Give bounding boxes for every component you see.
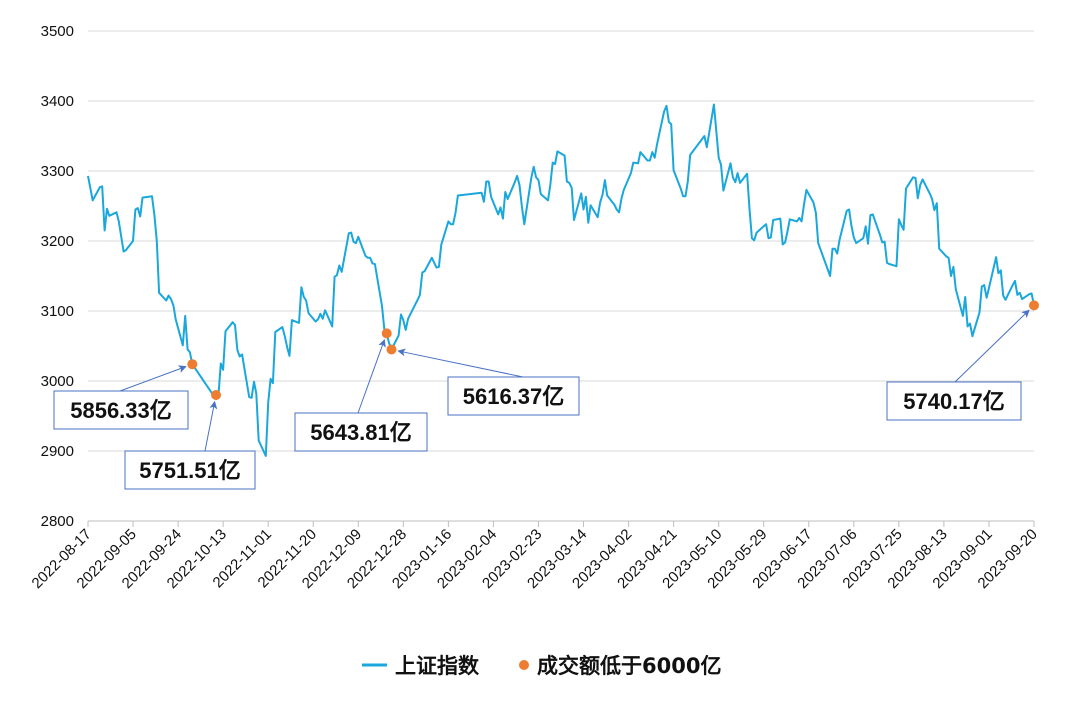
y-tick-label-3100: 3100	[41, 303, 74, 320]
axes: 280029003000310032003300340035002022-08-…	[29, 23, 1041, 592]
callout-box-5	[886, 381, 1022, 421]
grid	[88, 30, 1034, 522]
series-line-shanghai-index	[87, 103, 1035, 457]
callout-label-3: 5643.81亿	[310, 420, 412, 445]
legend-label-shanghai-index: 上证指数	[395, 654, 480, 678]
low-turnover-point-1	[187, 359, 198, 370]
low-turnover-point-3	[381, 328, 392, 339]
callout-arrow-2	[204, 400, 218, 452]
low-turnover-point-5	[1029, 300, 1039, 311]
legend-label-low-turnover: 成交额低于6000亿	[537, 654, 721, 678]
low-turnover-point-2	[211, 390, 222, 400]
callout-arrow-4	[397, 348, 524, 378]
y-tick-label-3000: 3000	[41, 373, 74, 390]
callout-box-1	[53, 390, 189, 430]
legend: 上证指数 成交额低于6000亿	[362, 654, 721, 678]
callout-arrow-1	[119, 365, 187, 392]
callout-label-1: 5856.33亿	[70, 398, 172, 423]
y-tick-label-2800: 2800	[41, 513, 74, 530]
callout-arrow-5	[954, 309, 1030, 383]
y-tick-label-3500: 3500	[41, 23, 74, 40]
callout-box-2	[124, 450, 256, 490]
callout-label-4: 5616.37亿	[463, 384, 565, 409]
y-tick-label-3200: 3200	[41, 233, 74, 250]
series	[87, 103, 1039, 457]
legend-swatch-low-turnover	[519, 660, 529, 670]
callout-box-3	[294, 412, 428, 452]
low-turnover-point-4	[386, 344, 397, 355]
callout-arrow-3	[357, 339, 386, 414]
y-tick-label-3300: 3300	[41, 163, 74, 180]
callout-label-5: 5740.17亿	[903, 389, 1005, 414]
callout-label-2: 5751.51亿	[139, 458, 241, 483]
annotations: 5856.33亿 5751.51亿 5643.81亿 5616.37亿 5740.17亿	[53, 309, 1030, 490]
callout-box-4	[447, 376, 580, 416]
y-tick-label-2900: 2900	[41, 443, 74, 460]
y-tick-label-3400: 3400	[41, 93, 74, 110]
